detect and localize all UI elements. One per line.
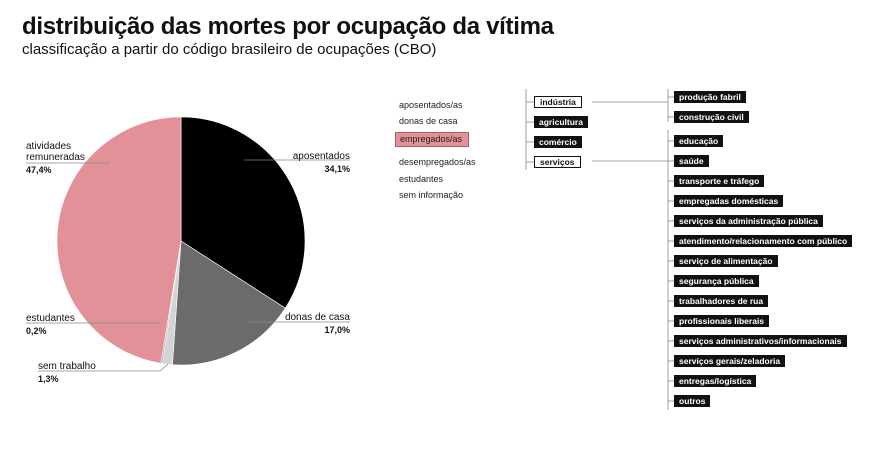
sector-servicos: serviços [534,156,581,168]
pie-label-text: sem trabalho [38,361,96,372]
subsector-construcao-civil: construção civil [674,111,749,123]
subsector-entregas-logistica: entregas/logística [674,375,757,387]
pie-label-estudantes: estudantes 0,2% [26,313,75,337]
category-desempregados-as: desempregados/as [399,157,476,167]
pie-label-donas-de-casa: donas de casa 17,0% [285,312,350,336]
pie-label-aposentados: aposentados 34,1% [293,151,350,175]
subsector-servicos-gerais-zeladoria: serviços gerais/zeladoria [674,355,786,367]
category-aposentados-as: aposentados/as [399,100,463,110]
pie-slice-aposentados [180,116,306,309]
pie-label-percent: 47,4% [26,165,52,175]
pie-slice-atividades-remuneradas [56,116,182,364]
subsector-saude: saúde [674,155,709,167]
pie-label-text: aposentados [292,151,350,162]
subsector-transporte-e-trafego: transporte e tráfego [674,175,765,187]
category-sem-informacao: sem informação [399,190,464,200]
subsector-empregadas-domesticas: empregadas domésticas [674,195,784,207]
pie-label-percent: 17,0% [324,325,350,335]
page-subtitle: classificação a partir do código brasile… [22,41,437,58]
pie-slice-donas-de-casa [172,240,286,366]
category-empregados-as: empregados/as [395,132,470,147]
category-estudantes: estudantes [399,174,444,184]
pie-label-percent: 0,2% [26,326,47,336]
pie-label-text: estudantes [26,313,75,324]
subsector-servico-de-alimentacao: serviço de alimentação [674,255,778,267]
page-title: distribuição das mortes por ocupação da … [22,13,554,40]
sector-comercio: comércio [534,136,582,148]
sector-industria: indústria [534,96,582,108]
pie-label-text: donas de casa [284,312,350,323]
category-donas-de-casa: donas de casa [399,116,458,126]
subsector-educacao: educação [674,135,724,147]
subsector-seguranca-publica: segurança pública [674,275,759,287]
subsector-outros: outros [674,395,711,407]
pie-label-atividades-remuneradas: atividades remuneradas 47,4% [26,141,85,176]
subsector-atendimento-relacionamento-com-publico: atendimento/relacionamento com público [674,235,853,247]
subsector-producao-fabril: produção fabril [674,91,746,103]
subsector-servicos-administrativos-informacionais: serviços administrativos/informacionais [674,335,847,347]
subsector-servicos-da-administracao-publica: serviços da administração pública [674,215,823,227]
subsector-trabalhadores-de-rua: trabalhadores de rua [674,295,769,307]
leader-line-sem-trabalho [38,363,169,372]
pie-label-percent: 1,3% [38,374,59,384]
pie-label-text: atividades remuneradas [26,141,85,163]
pie-label-percent: 34,1% [324,164,350,174]
subsector-profissionais-liberais: profissionais liberais [674,315,770,327]
sector-agricultura: agricultura [534,116,588,128]
pie-label-sem-trabalho: sem trabalho 1,3% [38,361,96,385]
